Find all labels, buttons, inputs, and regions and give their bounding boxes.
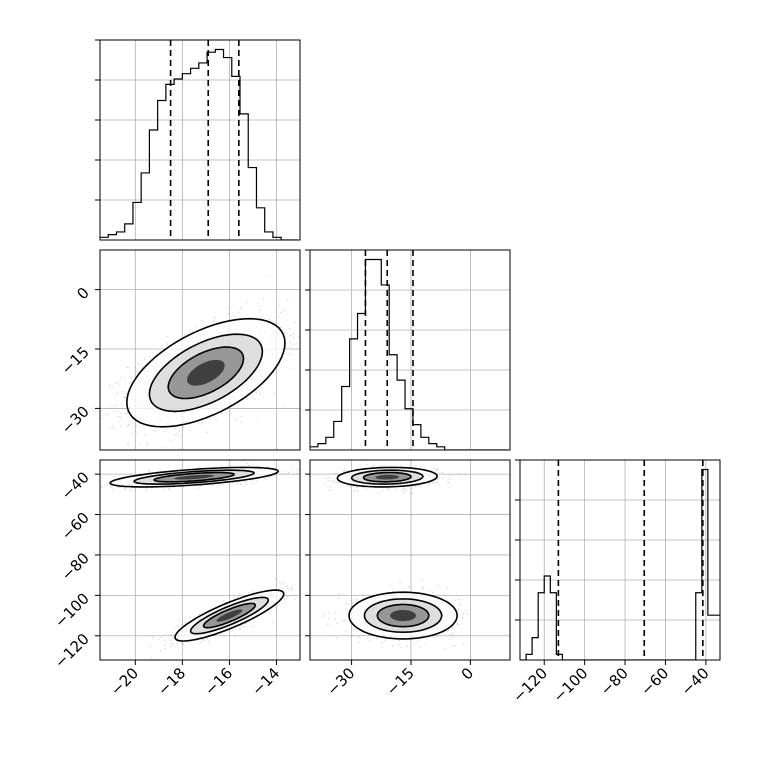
density-panel-2: −40 −60 −80 −100−120 −20 −18 −16 −14 [51, 459, 301, 699]
density-panel-1: 0 −15 −30 [58, 249, 301, 451]
panel-frame [99, 249, 301, 451]
y-tick-label: −60 [58, 509, 93, 544]
y-tick-label: −120 [51, 630, 93, 672]
x-tick-label: −30 [323, 664, 358, 699]
histogram-panel-2 [305, 249, 511, 451]
x-tick-label: −100 [550, 664, 592, 706]
x-tick-label: −15 [383, 664, 418, 699]
x-tick-label: −14 [248, 664, 283, 699]
y-tick-label: 0 [73, 284, 92, 303]
y-tick-label: −15 [58, 343, 93, 378]
histogram-step-line [310, 258, 509, 450]
x-tick-label: −120 [509, 664, 551, 706]
x-tick-label: −18 [154, 664, 189, 699]
x-tick-label: −80 [597, 664, 632, 699]
histogram-step-line [100, 48, 298, 240]
density-contour [187, 359, 225, 386]
density-panel-3: −30 −15 0 [305, 459, 511, 699]
density-contour [174, 474, 215, 480]
x-tick-label: −40 [678, 664, 713, 699]
y-tick-label: −30 [58, 403, 93, 438]
y-tick-label: −40 [58, 468, 93, 503]
panel-frame [519, 459, 721, 661]
x-tick-label: −16 [201, 664, 236, 699]
y-tick-label: −100 [51, 589, 93, 631]
histogram-panel-3: −120−100 −80 −60 −40 [509, 459, 721, 706]
density-contour [390, 610, 416, 622]
x-tick-label: −20 [107, 664, 142, 699]
density-contour [216, 609, 243, 622]
panel-frame [309, 249, 511, 451]
x-tick-label: 0 [458, 664, 477, 683]
panel-frame [99, 39, 301, 241]
panel-frame [309, 459, 511, 661]
density-contour [375, 474, 400, 480]
x-tick-label: −60 [637, 664, 672, 699]
panel-frame [99, 459, 301, 661]
histogram-panel-1 [95, 39, 301, 241]
y-tick-label: −80 [58, 549, 93, 584]
histogram-step-line [520, 468, 720, 660]
